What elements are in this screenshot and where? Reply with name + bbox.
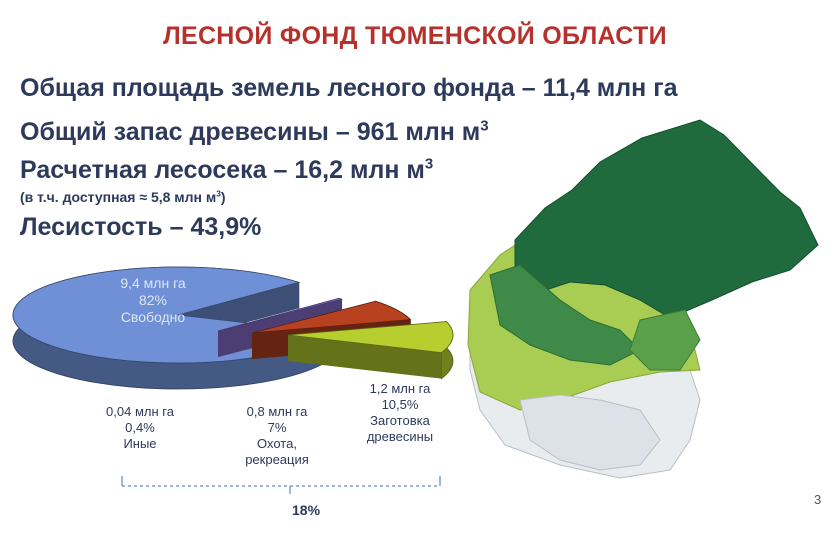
map-region-east <box>629 309 701 371</box>
pie-slice-other-top <box>217 297 344 332</box>
pie-slice-hunting-top <box>251 300 412 334</box>
fact-allowable-cut-sup: 3 <box>424 155 434 173</box>
fact-forest-cover: Лесистость – 43,9% <box>20 213 262 241</box>
slice-hunting-area: 0,8 млн га <box>246 404 308 419</box>
page-title: ЛЕСНОЙ ФОНД ТЮМЕНСКОЙ ОБЛАСТИ <box>163 22 667 50</box>
fact-wood-stock: Общий запас древесины – 961 млн м3 <box>20 118 489 147</box>
fact-wood-stock-sup: 3 <box>480 117 489 135</box>
fact-wood-stock-text: Общий запас древесины – 961 млн м <box>20 118 481 146</box>
slice-logging-area: 1,2 млн га <box>369 381 431 396</box>
map-region-north <box>514 119 819 319</box>
fact-cut-note: (в т.ч. доступная ≈ 5,8 млн м3) <box>20 189 226 205</box>
slice-logging-percent: 10,5% <box>381 397 419 412</box>
group-percent-label: 18% <box>292 502 321 518</box>
page-number: 3 <box>814 492 822 507</box>
slice-free-area: 9,4 млн га <box>120 275 186 291</box>
slice-hunting-name-2: рекреация <box>245 452 309 467</box>
slice-label-other: 0,04 млн га 0,4% Иные <box>95 404 185 452</box>
slice-hunting-name-1: Охота, <box>257 436 297 451</box>
slice-label-free: 9,4 млн га 82% Свободно <box>78 275 228 326</box>
pie-slice-logging-wall-end <box>288 335 442 379</box>
slice-logging-name-2: древесины <box>366 429 434 444</box>
slice-hunting-percent: 7% <box>267 420 287 435</box>
slice-other-name: Иные <box>123 436 157 451</box>
map-region-south-light <box>519 394 661 471</box>
pie-slice-logging-top <box>287 321 454 354</box>
fact-cut-note-text: (в т.ч. доступная ≈ 5,8 млн м <box>20 189 217 205</box>
pie-slice-logging <box>287 320 454 380</box>
slice-logging-name-1: Заготовка <box>370 413 430 428</box>
slice-free-percent: 82% <box>138 292 168 308</box>
slice-other-percent: 0,4% <box>125 420 155 435</box>
fact-allowable-cut: Расчетная лесосека – 16,2 млн м3 <box>20 156 433 185</box>
slice-free-name: Свободно <box>120 309 186 325</box>
fact-allowable-cut-text: Расчетная лесосека – 16,2 млн м <box>20 156 425 184</box>
fact-cut-note-end: ) <box>220 189 226 205</box>
group-bracket <box>121 476 441 494</box>
fact-area: Общая площадь земель лесного фонда – 11,… <box>20 74 678 102</box>
slice-label-logging: 1,2 млн га 10,5% Заготовка древесины <box>345 381 455 445</box>
slice-label-hunting: 0,8 млн га 7% Охота, рекреация <box>222 404 332 468</box>
fact-cut-note-sup: 3 <box>216 188 221 199</box>
slice-other-area: 0,04 млн га <box>106 404 174 419</box>
pie-chart <box>12 266 454 390</box>
